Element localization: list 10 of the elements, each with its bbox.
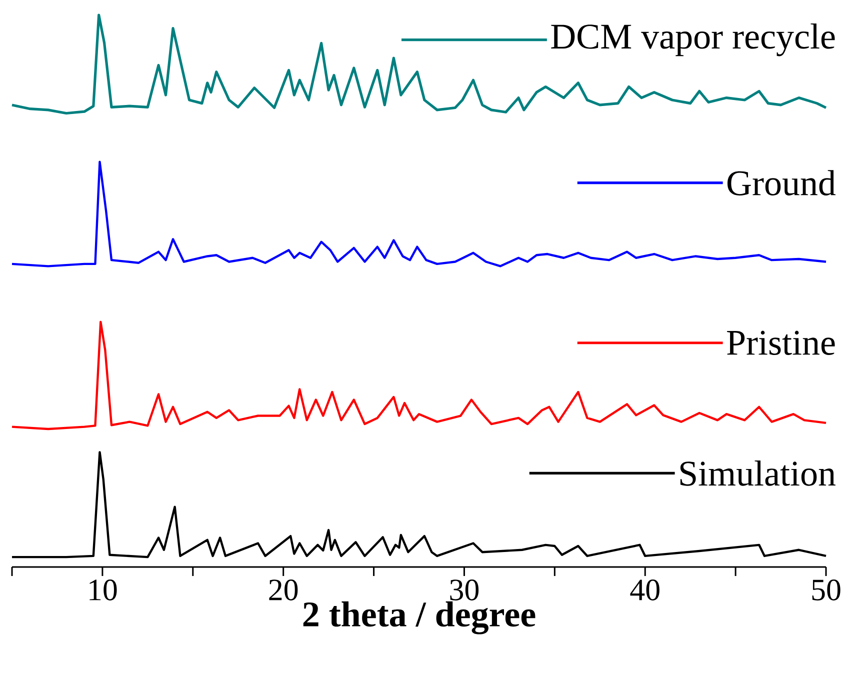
legend-label: DCM vapor recycle xyxy=(551,23,835,56)
x-axis-title: 2 theta / degree xyxy=(303,601,536,634)
x-tick-label: 20 xyxy=(269,580,298,600)
legend-label: Simulation xyxy=(680,460,836,486)
legend-label: Ground xyxy=(728,170,836,196)
legend-label: Pristine xyxy=(727,330,835,355)
x-tick-label: 10 xyxy=(90,580,117,600)
x-tick-label: 50 xyxy=(812,580,840,600)
x-tick-label: 30 xyxy=(450,580,479,600)
x-tick-label: 40 xyxy=(630,580,660,600)
